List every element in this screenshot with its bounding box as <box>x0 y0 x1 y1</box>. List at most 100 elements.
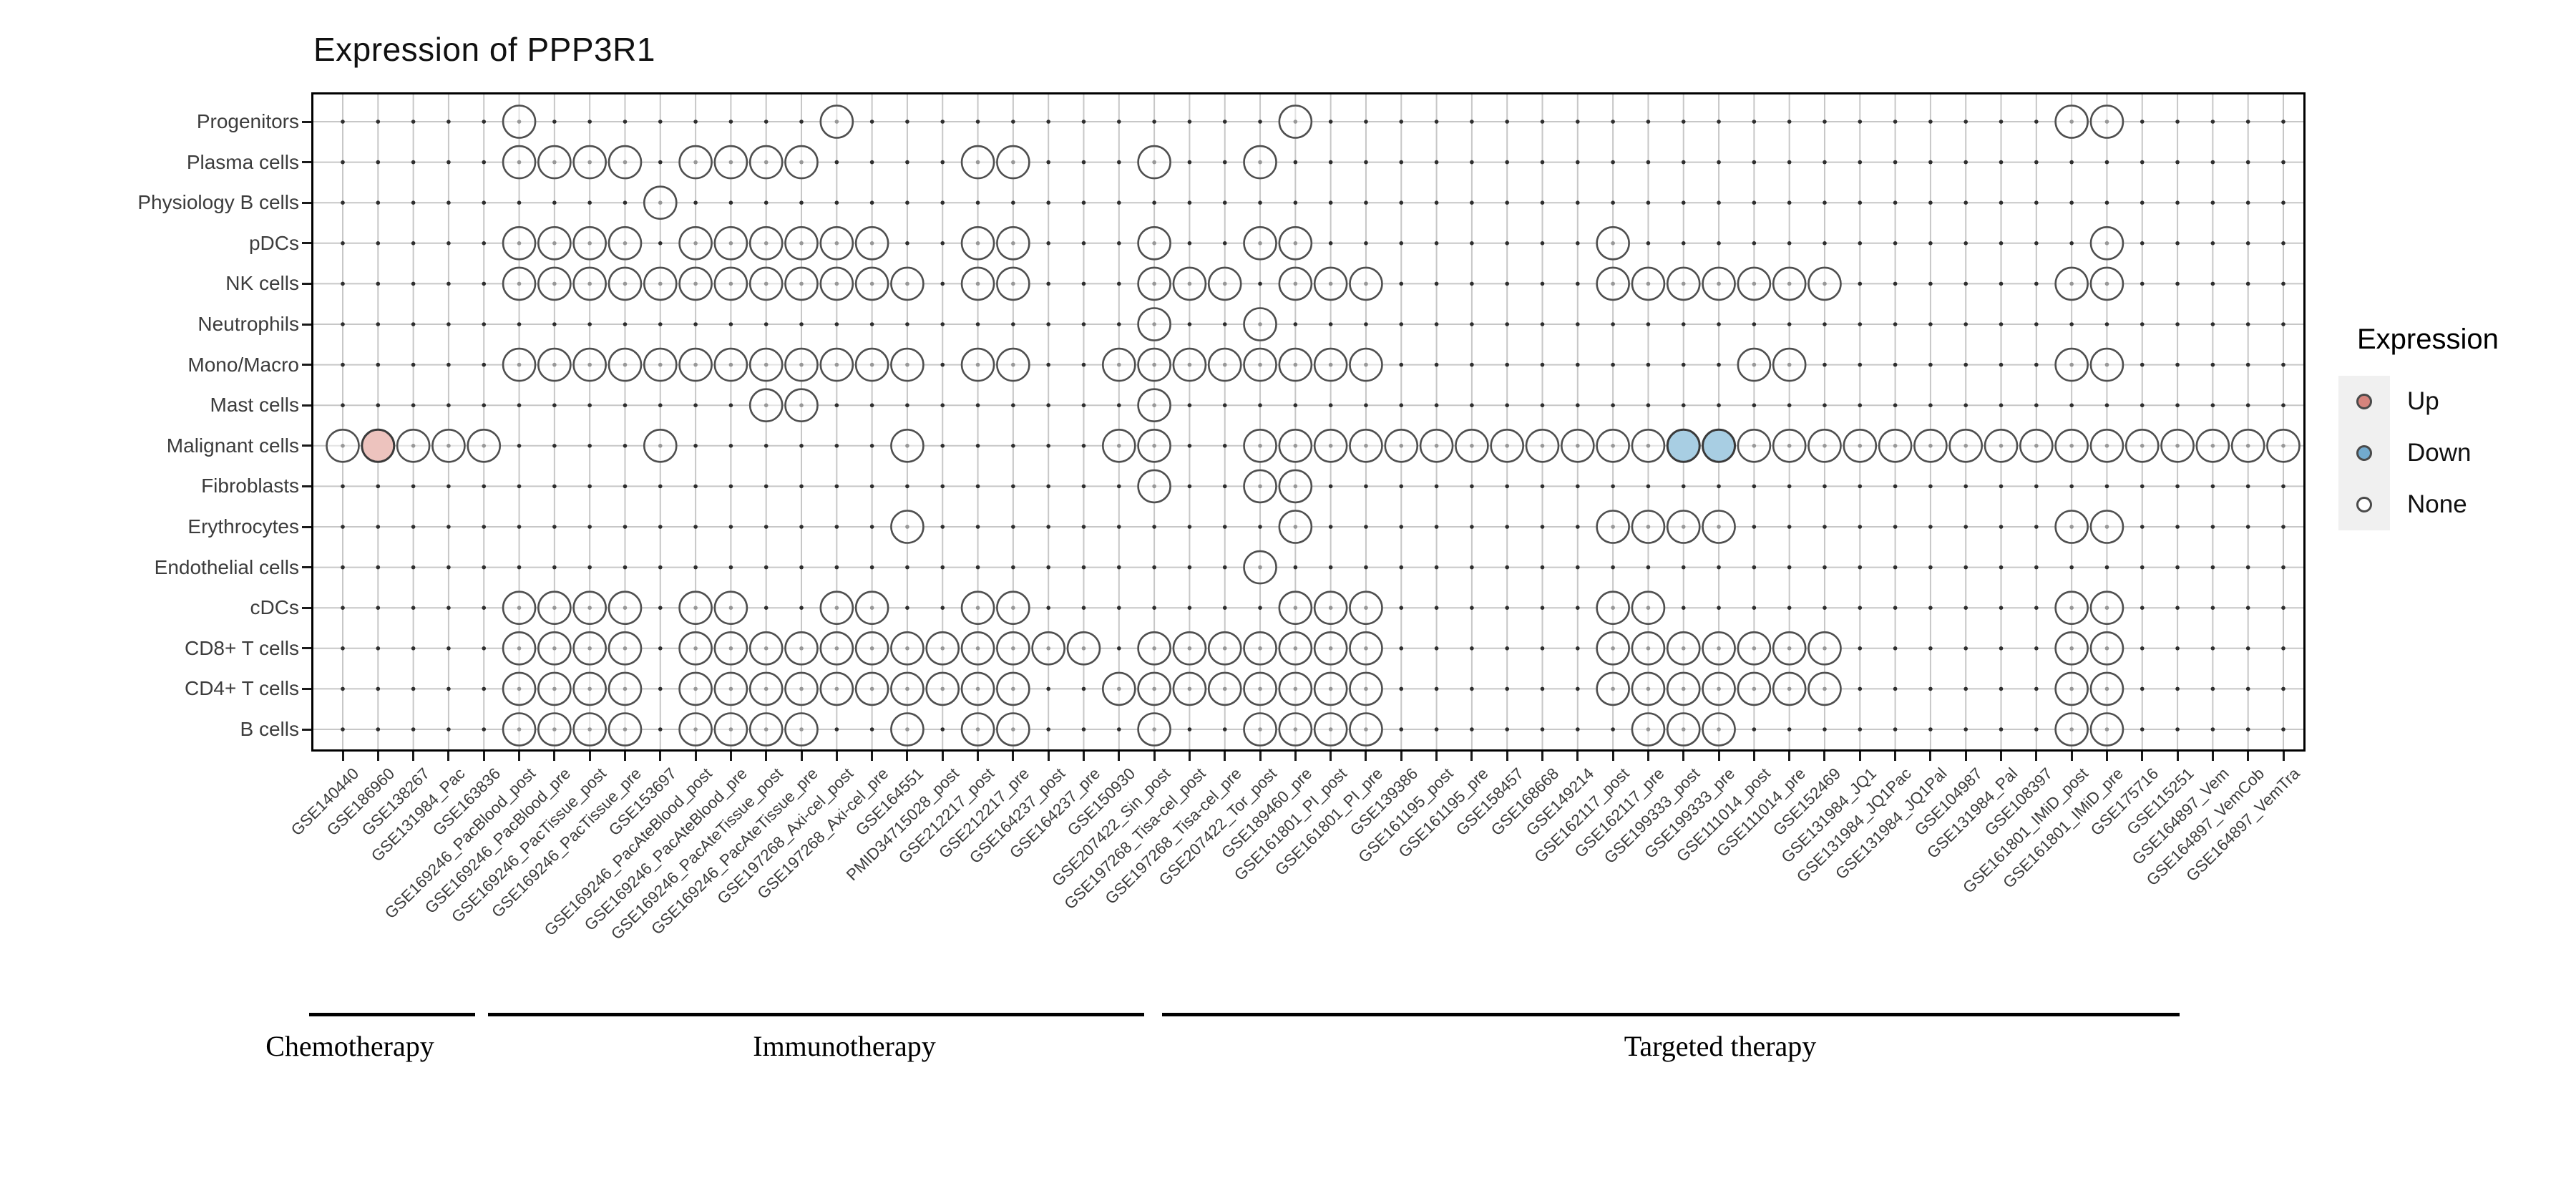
grid-point <box>1963 362 1968 367</box>
grid-point <box>1187 484 1192 489</box>
grid-point <box>1928 727 1933 732</box>
grid-point <box>1646 200 1651 205</box>
group-underline <box>488 1013 1144 1016</box>
grid-point <box>1081 160 1086 165</box>
grid-point <box>482 686 487 691</box>
expression-circle-none <box>784 145 819 180</box>
expression-circle-none <box>1172 631 1207 666</box>
grid-point <box>1011 565 1015 570</box>
x-axis-tick <box>1823 752 1826 761</box>
x-axis-tick <box>977 752 980 761</box>
y-axis-tick <box>302 323 311 326</box>
expression-circle-none <box>2089 428 2124 463</box>
grid-point <box>447 281 451 286</box>
grid-point <box>482 281 487 286</box>
grid-point <box>1046 200 1050 205</box>
grid-point <box>2210 160 2215 165</box>
grid-point <box>2104 160 2109 165</box>
grid-point <box>1258 525 1262 529</box>
grid-point <box>2175 525 2180 529</box>
grid-point <box>1646 160 1651 165</box>
grid-point <box>763 322 769 326</box>
grid-point <box>1187 403 1192 407</box>
grid-point <box>1117 525 1121 529</box>
grid-point <box>975 120 980 124</box>
grid-point <box>905 403 909 407</box>
expression-circle-none <box>1172 347 1207 382</box>
grid-point <box>1928 241 1933 246</box>
grid-point <box>376 281 381 286</box>
grid-point <box>1364 403 1368 407</box>
x-axis-tick <box>871 752 874 761</box>
expression-circle-none <box>1596 428 1630 463</box>
expression-circle-none <box>1737 266 1772 301</box>
expression-circle-none <box>819 631 854 666</box>
group-label-chemotherapy: Chemotherapy <box>265 1030 434 1062</box>
grid-point <box>1293 160 1298 165</box>
grid-point <box>799 322 804 326</box>
grid-point <box>1011 484 1015 489</box>
grid-point <box>1787 565 1792 570</box>
legend-label-down: Down <box>2407 439 2472 467</box>
grid-point <box>2281 686 2285 691</box>
grid-point <box>1540 686 1545 691</box>
expression-circle-none <box>1666 671 1701 706</box>
grid-point <box>2175 322 2180 326</box>
grid-point <box>2281 727 2285 732</box>
grid-point <box>1717 160 1721 165</box>
grid-point <box>1399 727 1404 732</box>
expression-circle-none <box>1596 631 1630 666</box>
expression-circle-none <box>1702 631 1736 666</box>
grid-point <box>1823 362 1827 367</box>
grid-point <box>341 727 345 732</box>
grid-point <box>1963 686 1968 691</box>
grid-point <box>1576 120 1580 124</box>
grid-point <box>2034 606 2039 610</box>
grid-point <box>1222 444 1227 448</box>
grid-point <box>2175 362 2180 367</box>
grid-point <box>1046 686 1050 691</box>
grid-point <box>1717 606 1721 610</box>
grid-point <box>2069 160 2074 165</box>
expression-circle-none <box>608 347 643 382</box>
grid-point <box>1823 525 1827 529</box>
grid-point <box>1081 403 1086 407</box>
grid-point <box>2069 241 2074 246</box>
grid-point <box>2281 241 2285 246</box>
grid-point <box>940 200 945 205</box>
grid-point <box>1963 403 1968 407</box>
grid-point <box>2245 120 2250 124</box>
grid-point <box>1752 322 1757 326</box>
grid-point <box>975 200 980 205</box>
grid-point <box>1928 120 1933 124</box>
grid-point <box>1681 362 1686 367</box>
x-axis-tick <box>341 752 344 761</box>
grid-point <box>763 525 769 529</box>
grid-point <box>1364 160 1368 165</box>
y-axis-label: B cells <box>240 718 299 740</box>
expression-circle-none <box>537 226 572 261</box>
expression-circle-none <box>431 428 466 463</box>
grid-point <box>411 727 416 732</box>
expression-circle-none <box>1490 428 1524 463</box>
grid-point <box>1117 646 1121 651</box>
grid-point <box>2175 200 2180 205</box>
expression-circle-none <box>2089 631 2124 666</box>
grid-point <box>1152 200 1156 205</box>
x-axis-tick <box>1929 752 1932 761</box>
grid-point <box>1787 727 1792 732</box>
grid-point <box>2210 281 2215 286</box>
grid-point <box>1470 686 1474 691</box>
x-axis-tick <box>1752 752 1755 761</box>
expression-circle-none <box>678 347 713 382</box>
grid-point <box>834 565 839 570</box>
y-axis-label: Mast cells <box>210 394 299 417</box>
x-axis-tick <box>2105 752 2108 761</box>
grid-point <box>1364 200 1368 205</box>
grid-point <box>376 403 381 407</box>
expression-circle-none <box>960 671 995 706</box>
grid-point <box>693 565 698 570</box>
expression-circle-none <box>748 631 784 666</box>
expression-circle-none <box>1278 510 1313 544</box>
grid-point <box>2210 727 2215 732</box>
